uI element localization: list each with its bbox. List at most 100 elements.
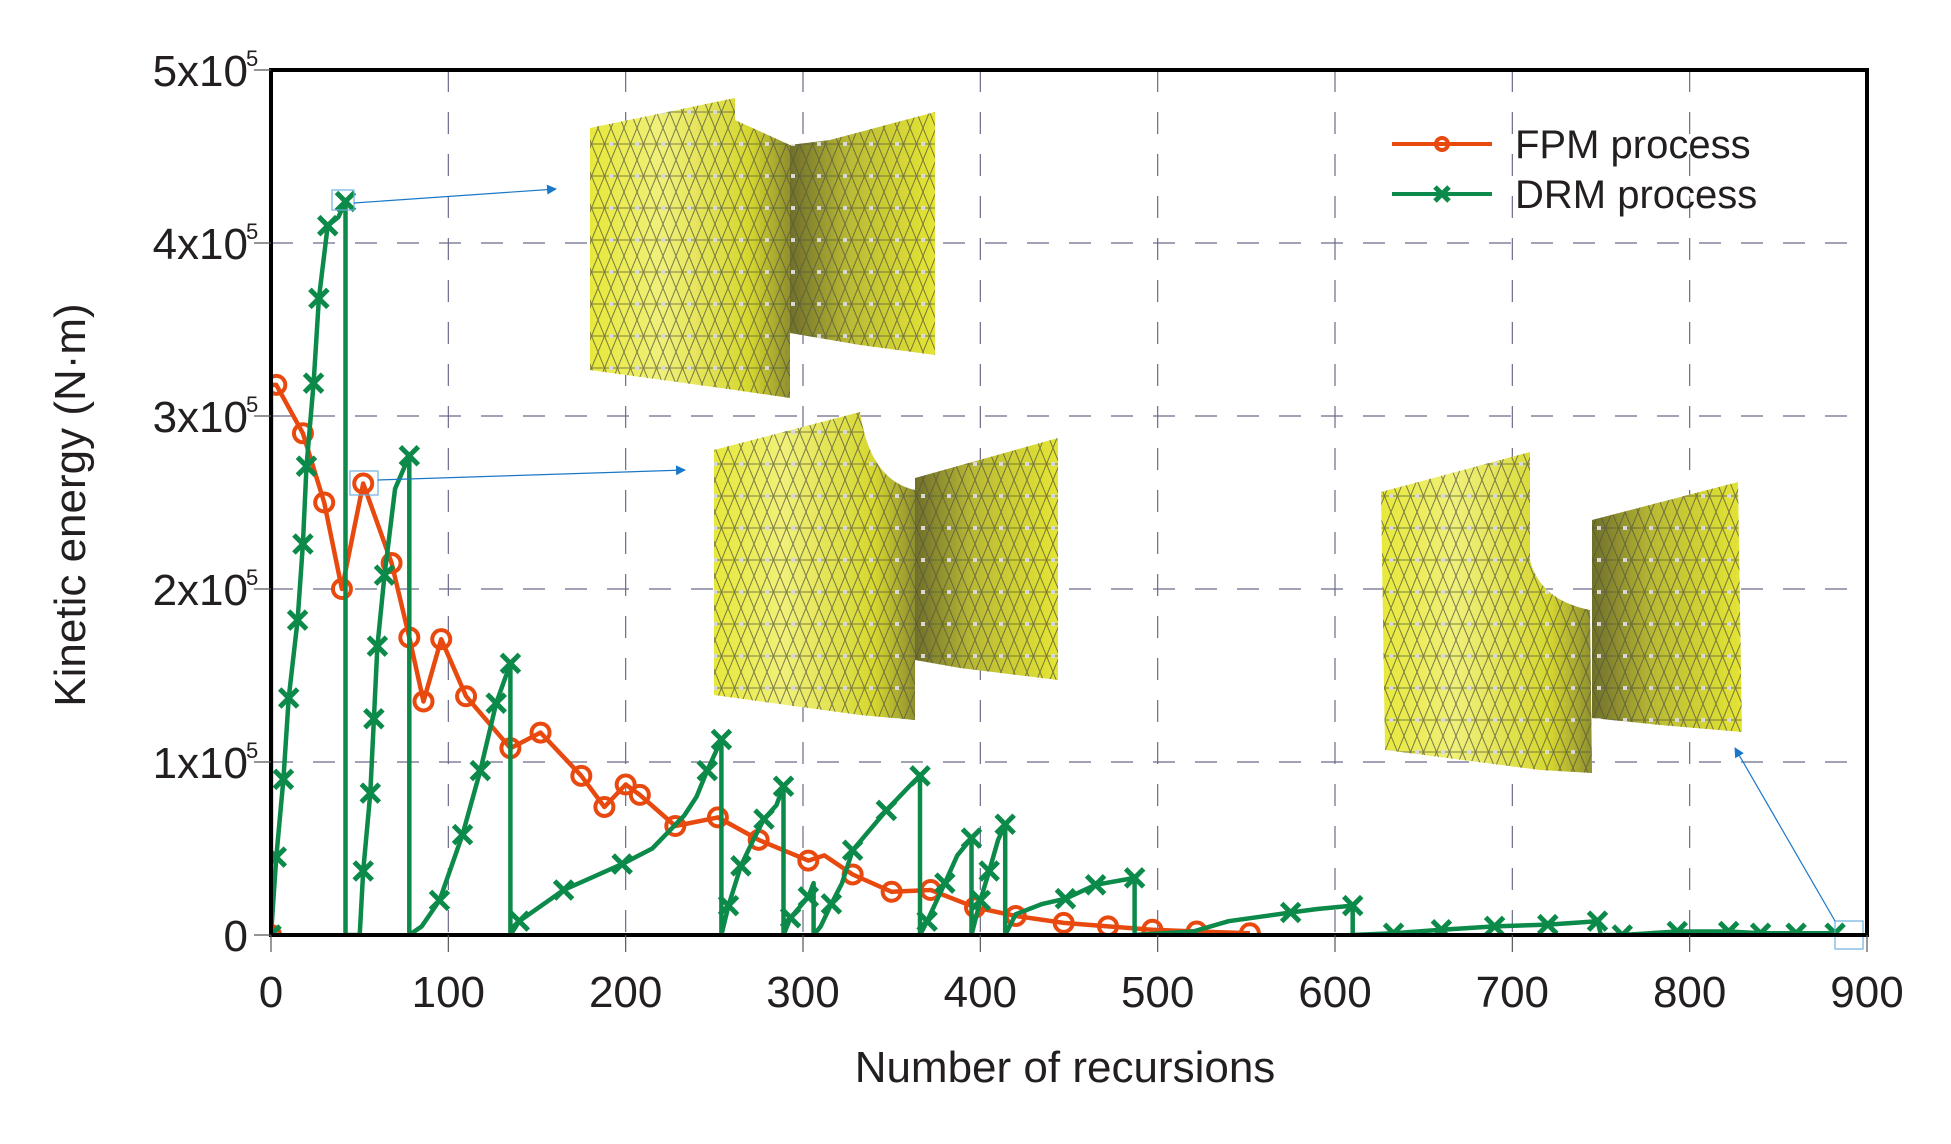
y-tick-label: 1x10 [153,739,248,788]
data-point [380,552,403,575]
data-point [359,782,382,804]
data-point [820,893,843,915]
data-point [934,872,956,894]
y-tick-exponent: 5 [246,738,258,763]
data-point [978,860,1000,882]
callout-arrow-2 [377,465,686,481]
data-point [552,879,575,901]
data-point [373,564,396,586]
data-point [508,910,531,932]
data-point [291,422,314,445]
callout-arrows [331,184,1864,950]
y-tick-label: 5x10 [153,47,248,96]
series-line [271,382,1250,936]
data-point [1717,920,1740,936]
data-point [841,839,864,861]
data-point [1054,887,1077,910]
data-point [1586,910,1609,932]
data-point [1666,920,1689,936]
data-point [286,609,309,631]
data-point [272,768,295,791]
data-point [1537,913,1559,936]
data-point [316,214,339,237]
x-tick-label: 0 [259,968,283,1017]
data-point [753,808,775,830]
data-point [330,578,353,600]
data-point [428,889,451,912]
data-point [960,827,983,849]
x-axis-title: Number of recursions [855,1043,1276,1092]
legend-label-drm: DRM process [1515,173,1757,217]
data-point [334,190,357,213]
data-point [499,652,522,675]
data-point [797,886,820,908]
data-point [994,813,1016,836]
mesh-2-image [714,412,1058,720]
x-tick-label: 600 [1298,968,1371,1017]
data-point [1084,874,1107,896]
data-point [797,849,820,872]
data-point [628,783,651,806]
x-tick-label: 900 [1830,968,1903,1017]
data-point [706,806,729,829]
data-point [909,765,931,787]
data-point [614,773,637,796]
series-layer [271,190,1846,936]
inset-images [590,98,1742,773]
data-point [1341,894,1364,917]
y-tick-exponent: 5 [246,565,258,590]
data-point [451,823,474,846]
y-tick-label: 4x10 [153,220,248,269]
legend-label-fpm: FPM process [1515,123,1751,167]
data-point [916,910,938,932]
data-point [271,846,288,868]
data-point [1279,901,1302,924]
y-tick-exponent: 5 [246,219,258,244]
data-point [1052,911,1075,934]
data-point [969,889,992,912]
data-point [717,894,740,917]
data-point [485,692,507,714]
data-point [295,455,318,477]
callout-box-1 [331,189,355,211]
callout-arrow-3 [1734,747,1836,922]
data-point [611,853,633,875]
data-point [398,445,421,467]
data-point [455,685,478,708]
data-point [1141,918,1164,936]
y-axis-title: Kinetic energy (N·m) [46,303,95,706]
data-point [710,728,733,751]
data-point [772,775,795,797]
y-tick-label: 0 [224,912,248,961]
data-point [363,707,385,730]
data-point [308,287,330,310]
data-point [469,759,492,782]
data-point [277,687,300,709]
data-point [875,799,898,822]
data-point [352,860,374,882]
data-point [292,533,314,555]
data-point [880,880,903,903]
plot-frame [269,68,1869,937]
data-point [366,635,389,657]
y-tick-label: 2x10 [153,566,248,615]
data-point [313,491,336,514]
data-point [570,764,593,787]
data-point [352,472,375,495]
callout-arrow-1 [353,184,557,204]
data-point [1123,867,1146,889]
data-point [271,924,282,936]
callout-box-2 [349,470,379,496]
mesh-1-image [590,98,935,398]
data-point [696,759,719,782]
x-tick-label: 200 [589,968,662,1017]
y-tick-exponent: 5 [246,392,258,417]
y-tick-exponent: 5 [246,46,258,71]
legend-marker-x [1433,185,1451,203]
data-point [730,855,752,877]
data-point [779,906,802,929]
series-fpm-process [271,373,1261,936]
x-tick-label: 400 [944,968,1017,1017]
legend: FPM process DRM process [1392,123,1757,217]
legend-marker-circle [1434,136,1450,152]
